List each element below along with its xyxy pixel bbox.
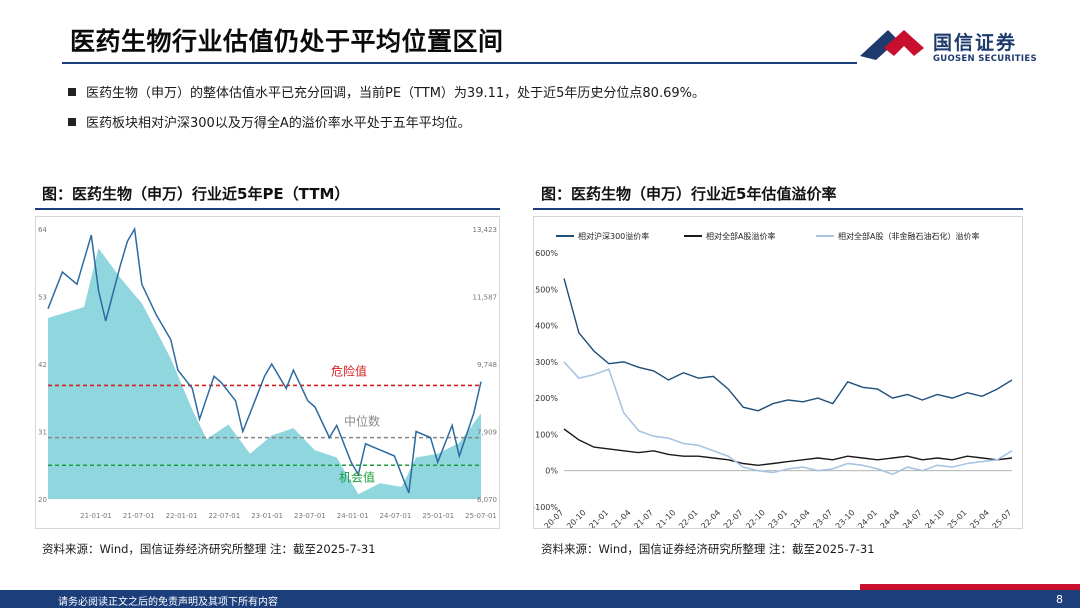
bullet-square-icon: [68, 88, 76, 96]
y-tick-label: 600%: [535, 249, 558, 258]
bullet-item: 医药生物（申万）的整体估值水平已充分回调，当前PE（TTM）为39.11，处于近…: [68, 82, 705, 101]
x-tick-label: 25-07: [991, 508, 1014, 528]
x-tick-label: 21-10: [655, 508, 678, 528]
y-tick-label: 500%: [535, 285, 558, 294]
bullet-text: 医药生物（申万）的整体估值水平已充分回调，当前PE（TTM）为39.11，处于近…: [86, 86, 705, 101]
logo-chinese-name: 国信证券: [933, 32, 1018, 54]
premium-line-series: [563, 361, 1013, 476]
x-tick-label: 22-07-01: [208, 512, 240, 520]
y-tick-label: 300%: [535, 358, 558, 367]
left-chart-source: 资料来源：Wind，国信证券经济研究所整理 注：截至2025-7-31: [42, 542, 376, 556]
reference-line-label: 危险值: [331, 363, 367, 378]
premium-chart: 600% 500% 400% 300% 200% 100% 0% -100% 相对沪深300溢价…: [532, 231, 1014, 531]
right-chart-source: 资料来源：Wind，国信证券经济研究所整理 注：截至2025-7-31: [541, 542, 875, 556]
premium-line-series: [563, 278, 1013, 412]
footer-accent-bar: [860, 584, 1080, 590]
legend-label: 相对全部A股溢价率: [706, 231, 775, 241]
y-left-tick-label: 42: [38, 361, 47, 369]
x-tick-label: 23-01-01: [251, 512, 283, 520]
x-tick-label: 24-04: [879, 508, 902, 528]
x-tick-label: 24-07: [901, 508, 924, 528]
right-chart-title-rule: [533, 208, 1023, 210]
footer-bar: [0, 590, 1080, 608]
pe-chart-panel: 危险值中位数机会值 64 53 42 31 20 13,423 11,587 9,748 7,90…: [35, 216, 500, 529]
y-tick-label: -100%: [534, 503, 558, 512]
x-tick-label: 21-01: [587, 508, 610, 528]
right-chart-title: 图：医药生物（申万）行业近5年估值溢价率: [541, 185, 837, 203]
y-tick-label: 100%: [535, 430, 558, 439]
y-tick-label: 400%: [535, 322, 558, 331]
y-right-tick-label: 13,423: [473, 226, 498, 234]
index-area-series: [48, 248, 481, 499]
x-tick-label: 25-01: [946, 508, 969, 528]
x-tick-label: 21-01-01: [80, 512, 112, 520]
x-tick-label: 24-07-01: [380, 512, 412, 520]
x-tick-label: 24-01: [856, 508, 879, 528]
left-chart-title: 图：医药生物（申万）行业近5年PE（TTM）: [42, 185, 350, 203]
premium-chart-panel: 600% 500% 400% 300% 200% 100% 0% -100% 相对沪深300溢价…: [532, 216, 1023, 531]
x-tick-label: 22-01-01: [166, 512, 198, 520]
bullet-item: 医药板块相对沪深300以及万得全A的溢价率水平处于五年平均位。: [68, 112, 471, 131]
x-tick-label: 23-04: [789, 508, 812, 528]
page-number: 8: [1056, 593, 1063, 606]
left-chart-title-rule: [35, 208, 500, 210]
logo-english-name: GUOSEN SECURITIES: [933, 54, 1037, 64]
legend-label: 相对全部A股（非金融石油石化）溢价率: [838, 231, 979, 241]
x-tick-label: 22-07: [722, 508, 745, 528]
x-tick-label: 22-04: [699, 508, 722, 528]
y-right-tick-label: 9,748: [477, 361, 497, 369]
reference-line-label: 机会值: [339, 469, 375, 484]
y-right-tick-label: 11,587: [473, 294, 498, 302]
x-tick-label: 21-07-01: [123, 512, 155, 520]
x-tick-label: 23-10: [834, 508, 857, 528]
y-left-tick-label: 53: [38, 294, 47, 302]
legend-label: 相对沪深300溢价率: [578, 231, 649, 241]
bullet-text: 医药板块相对沪深300以及万得全A的溢价率水平处于五年平均位。: [86, 116, 471, 131]
premium-line-series: [563, 428, 1013, 467]
y-left-tick-label: 20: [38, 496, 47, 504]
bullet-square-icon: [68, 118, 76, 126]
disclaimer-text: 请务必阅读正文之后的免责声明及其项下所有内容: [58, 597, 278, 608]
x-tick-label: 23-07: [811, 508, 834, 528]
x-tick-label: 21-04: [610, 508, 633, 528]
x-tick-label: 20-10: [565, 508, 588, 528]
title-divider: [62, 62, 857, 64]
page-title: 医药生物行业估值仍处于平均位置区间: [70, 27, 504, 56]
x-tick-label: 23-01: [767, 508, 790, 528]
y-right-tick-label: 7,909: [477, 429, 497, 437]
x-tick-label: 25-01-01: [422, 512, 454, 520]
reference-line-label: 中位数: [344, 414, 380, 429]
x-tick-label: 24-01-01: [337, 512, 369, 520]
y-tick-label: 0%: [545, 467, 558, 476]
pe-line-series: [47, 226, 482, 494]
x-tick-label: 24-10: [923, 508, 946, 528]
x-tick-label: 25-04: [968, 508, 991, 528]
x-tick-label: 21-07: [632, 508, 655, 528]
x-tick-label: 22-01: [677, 508, 700, 528]
y-left-tick-label: 31: [38, 429, 47, 437]
y-left-tick-label: 64: [38, 226, 47, 234]
x-tick-label: 25-07-01: [465, 512, 497, 520]
guosen-logo-icon: [860, 30, 924, 60]
y-right-tick-label: 6,070: [477, 496, 497, 504]
x-tick-label: 23-07-01: [294, 512, 326, 520]
x-tick-label: 22-10: [744, 508, 767, 528]
y-tick-label: 200%: [535, 394, 558, 403]
